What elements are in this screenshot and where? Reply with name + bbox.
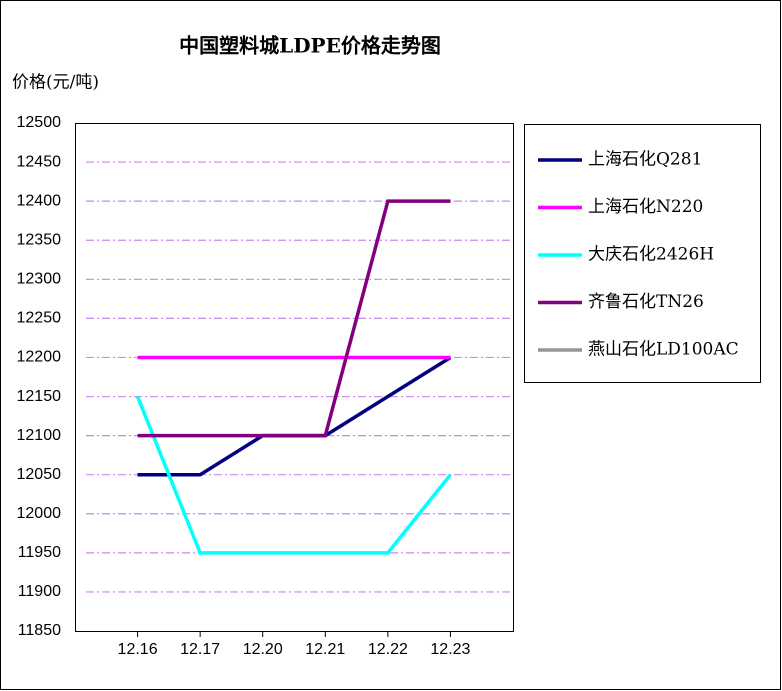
- y-tick-label: 11900: [18, 583, 61, 600]
- y-tick-label: 12000: [17, 505, 62, 522]
- x-tick-label: 12.20: [243, 641, 283, 658]
- y-tick-label: 12200: [17, 349, 62, 366]
- chart-title: 中国塑料城LDPE价格走势图: [179, 34, 441, 58]
- y-tick-label: 12150: [17, 388, 62, 405]
- y-tick-label: 12400: [17, 192, 62, 209]
- x-tick-label: 12.21: [305, 641, 345, 658]
- plot-area: [75, 123, 514, 632]
- y-tick-label: 12050: [17, 466, 62, 483]
- y-tick-label: 12450: [17, 153, 62, 170]
- y-tick-label: 12100: [17, 427, 62, 444]
- x-tick-label: 12.22: [368, 641, 408, 658]
- y-tick-label: 11950: [18, 544, 61, 561]
- x-tick-label: 12.16: [118, 641, 158, 658]
- legend-label: 大庆石化2426H: [588, 245, 714, 265]
- legend-label: 上海石化N220: [588, 197, 703, 217]
- legend-label: 上海石化Q281: [588, 150, 702, 170]
- x-tick-label: 12.23: [430, 641, 470, 658]
- legend-label: 燕山石化LD100AC: [588, 340, 739, 360]
- legend-label: 齐鲁石化TN26: [588, 292, 704, 312]
- y-tick-label: 11850: [18, 622, 61, 639]
- y-axis-label: 价格(元/吨): [12, 73, 99, 93]
- y-tick-label: 12250: [17, 310, 62, 327]
- y-tick-label: 12500: [17, 114, 62, 131]
- series-line: [135, 395, 452, 555]
- series-line: [137, 199, 451, 438]
- y-tick-label: 12300: [17, 271, 62, 288]
- x-tick-label: 12.17: [180, 641, 220, 658]
- y-tick-label: 12350: [17, 231, 62, 248]
